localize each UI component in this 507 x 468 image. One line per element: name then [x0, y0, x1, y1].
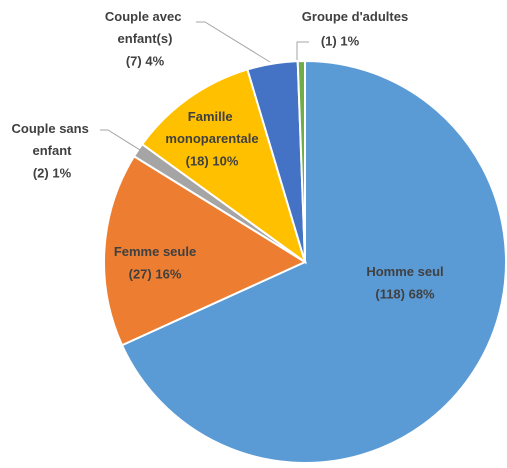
- slice-label: Couple sans enfant: [12, 121, 93, 158]
- leader-line: [100, 129, 149, 156]
- value-label: (27) 16%: [129, 266, 182, 281]
- slice-label: Famille monoparentale: [165, 109, 258, 146]
- value-label: (1) 1%: [321, 33, 360, 48]
- slice-label: Groupe d'adultes: [302, 9, 408, 24]
- pie-slice: [103, 154, 308, 347]
- value-label: (2) 1%: [33, 165, 72, 180]
- value-label: (18) 10%: [186, 153, 239, 168]
- pie-slice: [140, 68, 307, 265]
- value-label: (7) 4%: [126, 53, 165, 68]
- slice-label: Couple avec enfant(s): [105, 9, 185, 46]
- pie-slice: [120, 59, 507, 464]
- leader-line: [296, 41, 309, 60]
- pie-slice: [296, 59, 306, 263]
- leader-line: [196, 21, 271, 63]
- slice-label: Femme seule: [114, 244, 196, 259]
- slice-label: Homme seul: [366, 264, 443, 279]
- value-label: (118) 68%: [375, 286, 435, 301]
